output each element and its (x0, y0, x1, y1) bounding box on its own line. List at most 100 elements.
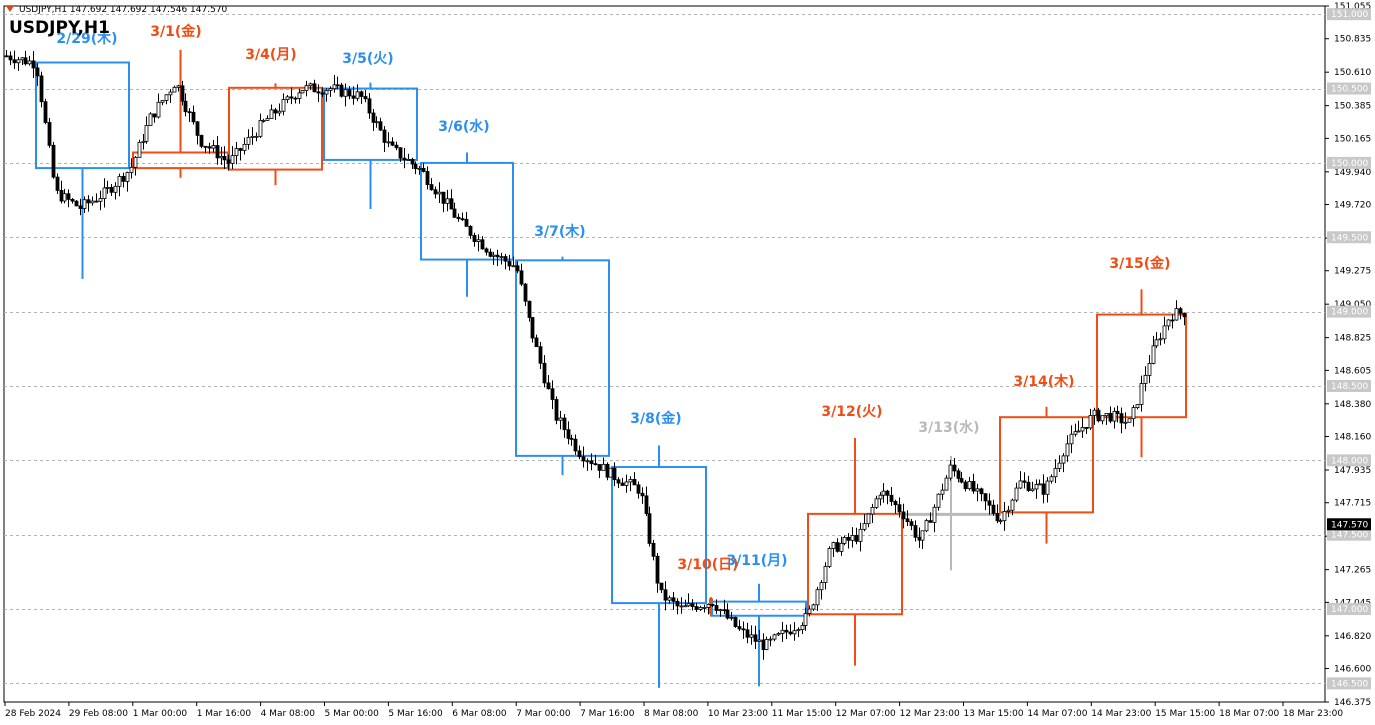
hourly-candle-body (998, 520, 1003, 523)
hourly-candle-body (258, 120, 263, 137)
hourly-candle-body (12, 59, 17, 64)
hourly-candle-body (386, 141, 391, 144)
time-tick-label: 14 Mar 07:00 (1027, 709, 1087, 719)
hourly-candle-body (1127, 418, 1132, 423)
hourly-candle-body (936, 493, 941, 508)
hourly-candle-body (144, 125, 149, 142)
hourly-candle-body (686, 603, 691, 607)
hourly-candle-body (160, 100, 165, 103)
hourly-candle-body (1037, 483, 1042, 486)
hourly-candle-body (273, 109, 278, 114)
time-tick-label: 15 Mar 15:00 (1155, 709, 1215, 719)
hourly-candle-body (141, 140, 146, 143)
hourly-candle-body (569, 437, 574, 440)
current-price-label: 147.570 (1331, 520, 1368, 530)
hourly-candle-body (105, 187, 110, 189)
hourly-candle-body (776, 633, 781, 636)
hourly-candle-body (207, 146, 212, 149)
hourly-candle-body (421, 167, 426, 172)
price-tick-label: 149.275 (1334, 267, 1371, 277)
hourly-candle-body (31, 60, 36, 69)
hourly-candle-body (796, 629, 801, 632)
hourly-candle-body (308, 83, 313, 87)
price-tick-label: 147.265 (1334, 566, 1371, 576)
hourly-candle-body (62, 193, 67, 202)
hourly-candle-body (117, 175, 122, 187)
hourly-candle-body (316, 91, 321, 94)
hourly-candle-body (413, 163, 418, 170)
price-tick-label: 151.055 (1334, 2, 1371, 12)
hourly-candle-body (741, 628, 746, 631)
level-price-tag (1327, 156, 1371, 169)
hourly-candle-body (47, 122, 52, 146)
time-tick-label: 28 Feb 2024 (5, 709, 61, 719)
level-price-tag (1327, 454, 1371, 467)
hourly-candle-body (180, 85, 185, 102)
hourly-candle-body (133, 156, 138, 168)
hourly-candle-body (86, 199, 91, 204)
daily-box-label: 3/13(水) (918, 419, 979, 436)
level-price-label: 148.000 (1331, 456, 1368, 466)
hourly-candle-body (729, 616, 734, 619)
daily-box (228, 86, 323, 171)
hourly-candle-body (905, 518, 910, 523)
hourly-candle-body (293, 97, 298, 100)
level-price-label: 151.000 (1331, 10, 1368, 20)
level-price-tag (1327, 603, 1371, 616)
hourly-candle-body (394, 144, 399, 149)
daily-box-label: 3/11(月) (726, 553, 787, 569)
hourly-candle-body (1178, 308, 1183, 314)
price-tick-label: 150.165 (1334, 134, 1371, 144)
hourly-candle-body (698, 607, 703, 610)
hourly-candle-body (382, 129, 387, 143)
hourly-candle-body (772, 634, 777, 640)
hourly-candle-body (82, 199, 87, 209)
hourly-candle-body (593, 463, 598, 466)
hourly-candle-body (1057, 462, 1062, 469)
hourly-candle-body (507, 260, 512, 267)
hourly-candle-body (901, 511, 906, 520)
hourly-candle-body (460, 218, 465, 221)
level-price-label: 147.500 (1331, 531, 1368, 541)
hourly-candle-body (519, 270, 524, 285)
hourly-candle-body (254, 135, 259, 138)
level-price-label: 150.000 (1331, 159, 1368, 169)
hourly-candle-body (917, 536, 922, 541)
time-tick-label: 13 Mar 15:00 (964, 709, 1024, 719)
hourly-candle-body (1123, 421, 1128, 424)
hourly-candle-body (332, 84, 337, 90)
hourly-candle-body (683, 605, 688, 608)
hourly-candle-body (219, 155, 224, 159)
hourly-candle-body (1096, 409, 1101, 422)
hourly-candle-body (581, 456, 586, 462)
chart-menu-arrow-icon[interactable] (6, 6, 14, 12)
daily-box-label: 3/7(木) (534, 223, 585, 240)
hourly-candle-body (359, 91, 364, 97)
hourly-candle-body (932, 506, 937, 523)
hourly-candle-body (195, 121, 200, 136)
hourly-candle-body (1061, 455, 1066, 464)
price-tick-label: 146.600 (1334, 665, 1371, 675)
hourly-candle-body (807, 608, 812, 614)
hourly-candle-body (343, 89, 348, 97)
hourly-candle-body (1088, 415, 1093, 429)
hourly-candle-body (152, 113, 157, 118)
hourly-candle-body (215, 145, 220, 159)
hourly-candle-body (1154, 339, 1159, 347)
hourly-candle-body (1002, 511, 1007, 522)
hourly-candle-body (230, 155, 235, 164)
time-tick-label: 4 Mar 08:00 (261, 709, 316, 719)
daily-box-label: 3/1(金) (150, 23, 201, 40)
hourly-candle-body (792, 630, 797, 635)
hourly-candle-body (764, 639, 769, 651)
hourly-candle-body (991, 504, 996, 514)
daily-box-label: 2/29(木) (56, 30, 117, 47)
hourly-candle-body (605, 463, 610, 478)
hourly-candle-body (35, 67, 40, 77)
hourly-candle-body (226, 159, 231, 164)
hourly-candle-body (102, 187, 107, 199)
hourly-candle-body (1147, 363, 1152, 376)
level-price-label: 149.500 (1331, 233, 1368, 243)
